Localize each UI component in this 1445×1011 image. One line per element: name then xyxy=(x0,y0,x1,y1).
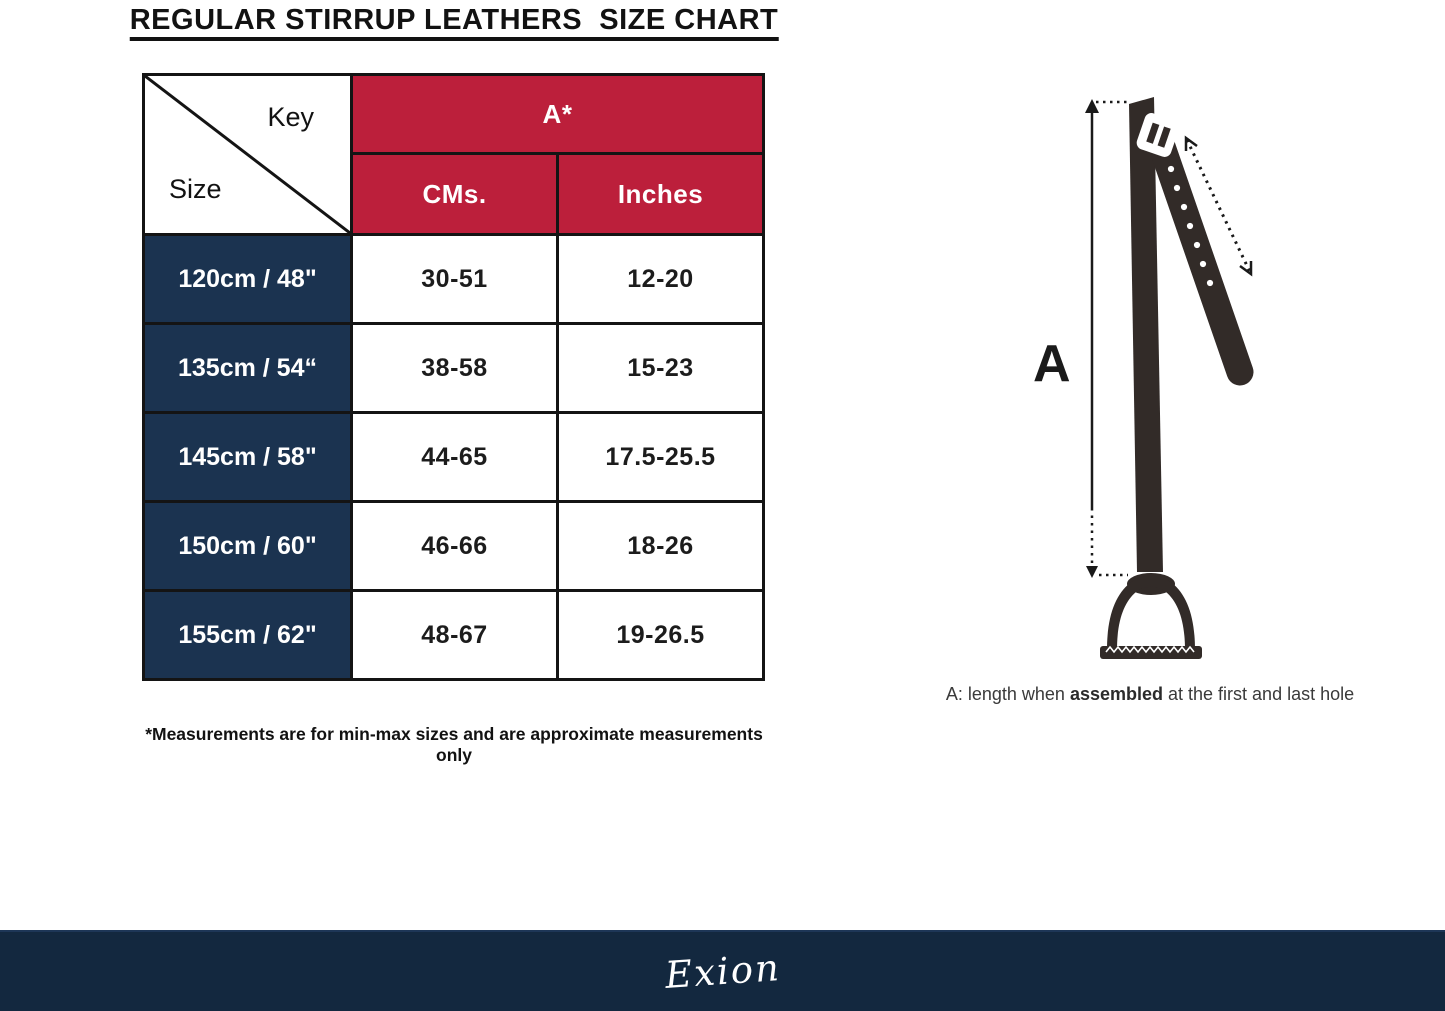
cell-inches: 18-26 xyxy=(559,503,762,589)
diagonal-measure-arrow xyxy=(1184,135,1253,277)
cell-cms: 38-58 xyxy=(353,325,556,411)
cell-inches: 12-20 xyxy=(559,236,762,322)
stirrup-leather-strap xyxy=(1129,97,1163,572)
cell-inches: 15-23 xyxy=(559,325,762,411)
table-corner-cell: Key Size xyxy=(145,76,350,233)
dimension-label-a: A xyxy=(1033,335,1071,393)
cell-cms: 46-66 xyxy=(353,503,556,589)
stirrup-leather-illustration: A xyxy=(1033,97,1254,659)
column-group-header-a: A* xyxy=(353,76,762,152)
row-size-label: 120cm / 48" xyxy=(145,236,350,322)
cell-cms: 48-67 xyxy=(353,592,556,678)
stirrup-icon xyxy=(1100,573,1202,659)
cell-inches: 17.5-25.5 xyxy=(559,414,762,500)
diagonal-divider-line xyxy=(145,76,350,233)
row-size-label: 155cm / 62" xyxy=(145,592,350,678)
corner-key-label: Key xyxy=(267,102,314,132)
page-title: REGULAR STIRRUP LEATHERS SIZE CHART xyxy=(129,0,779,42)
brand-logo: Exion xyxy=(663,946,782,997)
caption-bold-word: assembled xyxy=(1069,684,1164,704)
diagonal-strap xyxy=(1144,121,1254,386)
footer-bar: Exion xyxy=(0,930,1445,1011)
measurement-arrow-a xyxy=(1085,99,1130,578)
size-chart-table: Key Size A* CMs. Inches 120cm / 48" 30-5… xyxy=(142,73,765,681)
buckle-icon xyxy=(1136,113,1180,157)
row-size-label: 135cm / 54“ xyxy=(145,325,350,411)
page-title-text: REGULAR STIRRUP LEATHERS SIZE CHART xyxy=(129,5,779,42)
measurements-footnote: *Measurements are for min-max sizes and … xyxy=(145,724,763,765)
column-header-cms: CMs. xyxy=(353,155,556,233)
cell-inches: 19-26.5 xyxy=(559,592,762,678)
column-header-inches: Inches xyxy=(559,155,762,233)
caption-prefix: A: length when xyxy=(945,684,1070,704)
cell-cms: 44-65 xyxy=(353,414,556,500)
illustration-caption: A: length when assembled at the first an… xyxy=(900,684,1400,705)
cell-cms: 30-51 xyxy=(353,236,556,322)
caption-suffix: at the first and last hole xyxy=(1163,684,1355,704)
row-size-label: 150cm / 60" xyxy=(145,503,350,589)
row-size-label: 145cm / 58" xyxy=(145,414,350,500)
corner-size-label: Size xyxy=(169,174,222,204)
